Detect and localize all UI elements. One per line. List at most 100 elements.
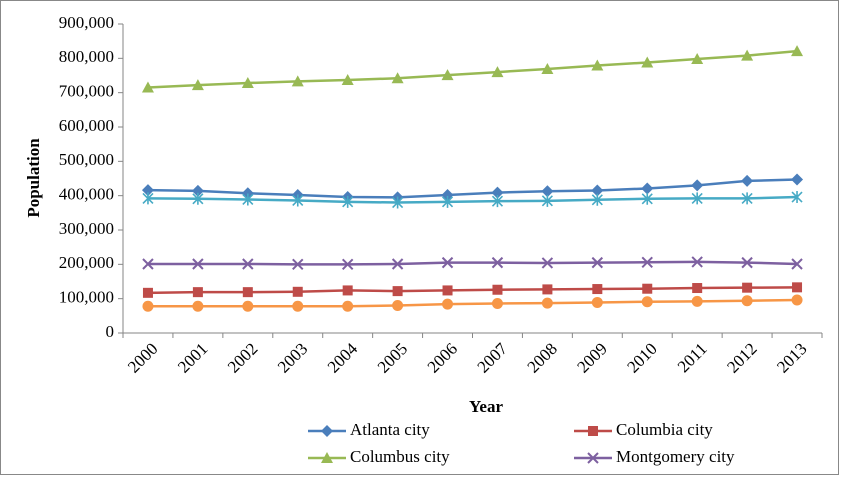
data-point [491, 195, 504, 208]
data-point [192, 258, 204, 270]
data-point [341, 73, 354, 85]
data-point [641, 296, 653, 308]
data-point [191, 184, 204, 197]
legend-label: Atlanta city [350, 420, 430, 439]
legend-label: Columbia city [616, 420, 713, 439]
series-line [147, 49, 798, 89]
y-tick-label: 400,000 [59, 185, 114, 204]
data-point [542, 284, 553, 295]
data-point [741, 49, 754, 61]
data-point [292, 300, 304, 312]
data-point [141, 81, 154, 93]
data-point [591, 296, 603, 308]
data-point [591, 59, 604, 71]
data-point [491, 186, 504, 199]
legend-label: Montgomery city [616, 447, 735, 466]
y-tick-label: 100,000 [59, 288, 114, 307]
data-point [792, 282, 803, 293]
data-point [492, 284, 503, 295]
data-point [491, 66, 504, 78]
data-point [192, 287, 203, 298]
data-point [192, 300, 204, 312]
data-point [292, 194, 304, 207]
data-point [741, 192, 753, 205]
data-point [442, 298, 454, 310]
data-point [341, 258, 354, 271]
data-point [342, 300, 354, 312]
data-point [741, 256, 753, 269]
y-tick-label: 900,000 [59, 13, 114, 32]
y-tick-label: 800,000 [59, 47, 114, 66]
legend-marker [321, 452, 333, 463]
data-point [591, 193, 603, 206]
data-point [142, 258, 154, 270]
data-point [541, 297, 553, 309]
data-point [291, 75, 304, 87]
data-point [441, 69, 454, 81]
legend-marker [321, 425, 333, 437]
data-point [292, 258, 304, 271]
data-point [141, 184, 154, 197]
data-point [442, 285, 453, 296]
y-axis-label: Population [24, 138, 43, 218]
data-point [391, 258, 404, 270]
data-point [591, 184, 604, 197]
data-point [191, 79, 204, 91]
data-point [641, 192, 653, 205]
y-tick-label: 600,000 [59, 116, 114, 135]
data-point [441, 195, 454, 208]
data-point [242, 287, 253, 298]
data-point [741, 295, 753, 307]
y-tick-label: 700,000 [59, 82, 114, 101]
data-point [242, 193, 254, 206]
data-point [791, 45, 804, 57]
data-point [592, 284, 603, 295]
data-point [391, 72, 404, 84]
series-line [147, 195, 798, 204]
data-point [192, 192, 204, 205]
data-point [742, 282, 753, 293]
data-point [491, 297, 503, 309]
data-point [142, 300, 154, 312]
data-point [741, 174, 754, 187]
series-line [147, 286, 798, 295]
y-tick-label: 200,000 [59, 253, 114, 272]
data-point [691, 192, 703, 205]
data-point [491, 256, 504, 269]
data-point [641, 256, 653, 268]
data-point [691, 179, 704, 192]
data-point [692, 283, 703, 294]
data-point [242, 258, 254, 270]
data-point [791, 173, 804, 186]
data-point [342, 195, 354, 208]
y-tick-label: 300,000 [59, 219, 114, 238]
legend-marker [588, 426, 598, 436]
data-point [541, 194, 553, 207]
legend-marker [587, 452, 599, 464]
x-axis-label: Year [469, 397, 503, 416]
data-point [791, 191, 803, 204]
data-point [641, 56, 654, 68]
data-point [292, 286, 303, 297]
data-point [691, 256, 703, 268]
data-point [392, 196, 404, 209]
data-point [791, 294, 803, 306]
data-point [642, 283, 653, 294]
data-point [392, 300, 404, 312]
legend-label: Columbus city [350, 447, 450, 466]
data-point [142, 192, 154, 205]
series-line [147, 298, 798, 308]
data-point [641, 182, 654, 195]
data-point [242, 300, 254, 312]
data-point [791, 258, 803, 270]
data-point [541, 62, 554, 74]
data-point [541, 257, 554, 269]
data-point [441, 256, 454, 269]
data-point [691, 53, 704, 65]
y-tick-label: 500,000 [59, 150, 114, 169]
series-line [147, 178, 798, 199]
data-point [392, 286, 403, 297]
data-point [591, 256, 604, 269]
